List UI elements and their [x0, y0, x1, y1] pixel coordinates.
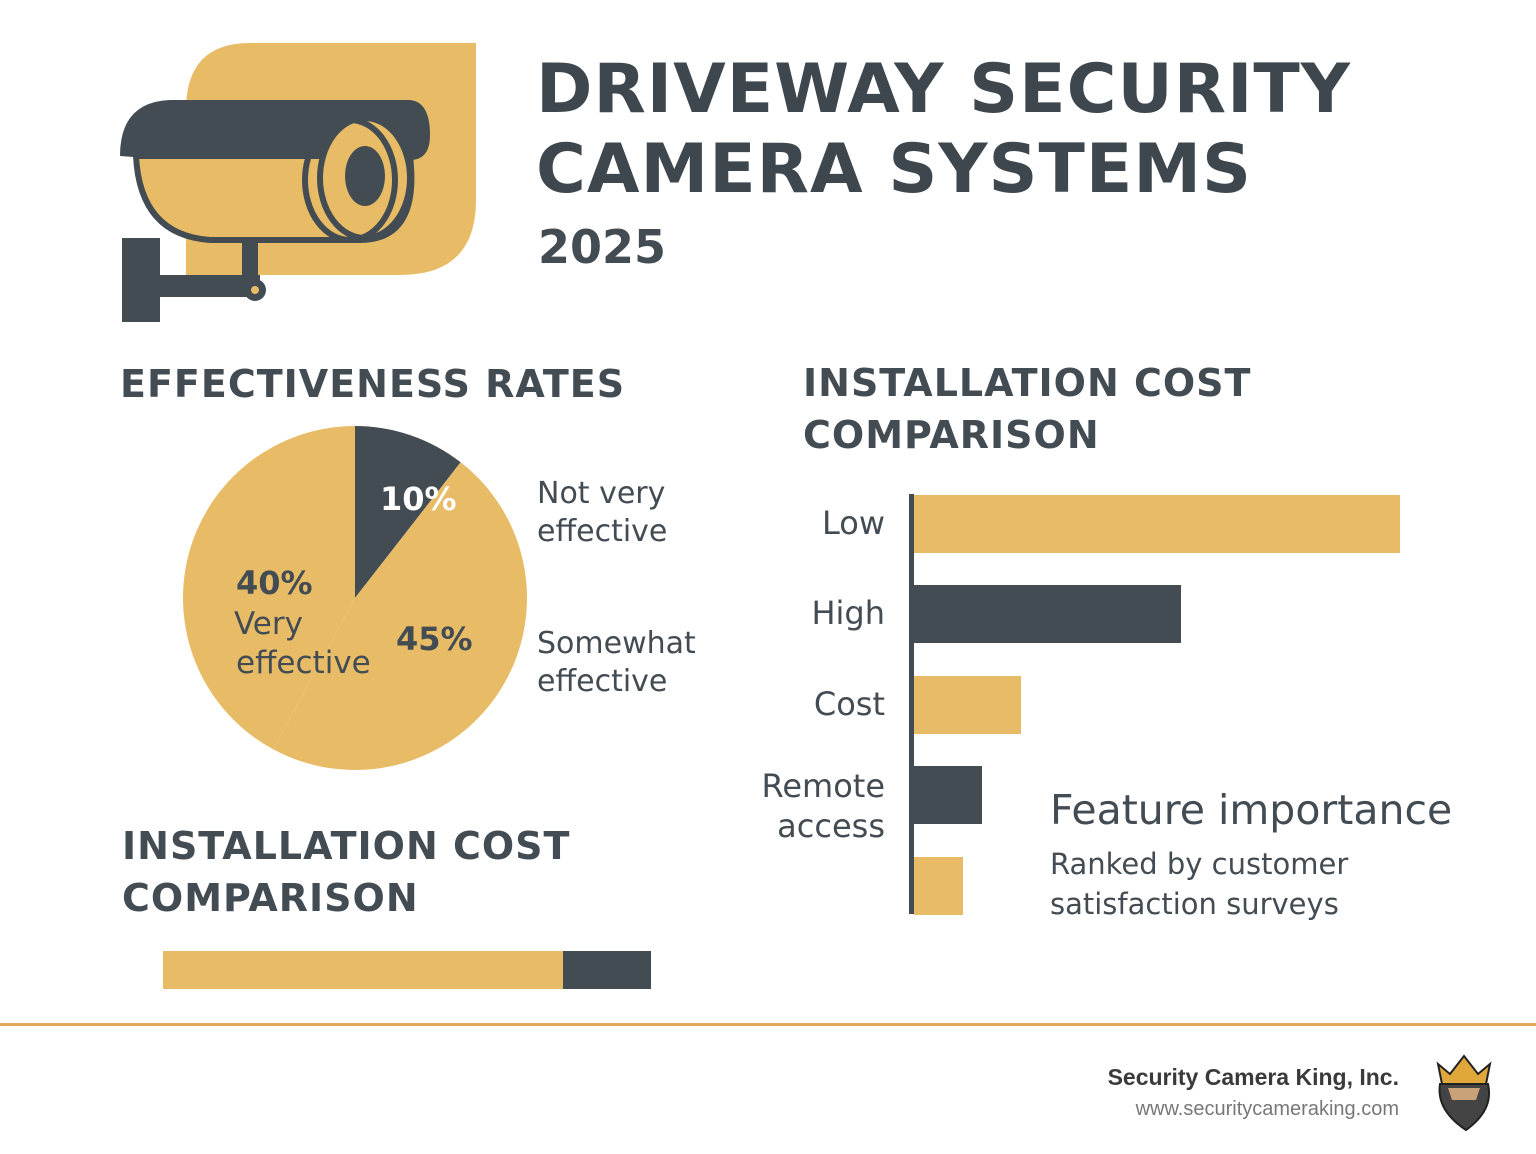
bar-0 [914, 495, 1400, 553]
title-line-2: CAMERA SYSTEMS [536, 130, 1252, 209]
annotation-subtitle-line-1: Ranked by customer [1050, 847, 1349, 881]
pie-label-40: 40% [236, 564, 313, 602]
company-url[interactable]: www.securitycameraking.com [1135, 1098, 1399, 1120]
stacked-bar [163, 951, 651, 989]
page-title: DRIVEWAY SECURITY CAMERA SYSTEMS [536, 50, 1351, 210]
pie-title: EFFECTIVENESS RATES [120, 362, 626, 406]
bar-label-2: Cost [813, 685, 885, 723]
year: 2025 [538, 220, 667, 274]
title-line-1: DRIVEWAY SECURITY [536, 50, 1352, 129]
bar-3 [914, 766, 983, 824]
pie-slice-1 [273, 462, 527, 770]
bar-label-1: High [811, 594, 885, 632]
bar-label-0: Low [821, 504, 885, 542]
pie-chart [183, 426, 527, 770]
company-name: Security Camera King, Inc. [1107, 1064, 1399, 1090]
security-camera-icon [120, 43, 476, 322]
annotation-subtitle-line-2: satisfaction surveys [1050, 887, 1339, 921]
stacked-segment-1 [563, 951, 651, 989]
bar-4 [914, 857, 963, 915]
bar-axis [909, 494, 914, 914]
footer-divider [0, 1023, 1536, 1026]
bar-1 [914, 585, 1182, 643]
pie-label-45: 45% [396, 620, 473, 658]
pie-label-very: Very [234, 606, 303, 642]
pie-label-effective: effective [236, 645, 371, 681]
pie-legend-not-very: Not very effective [537, 476, 668, 549]
bar-label-3: Remote access [761, 767, 885, 845]
pie-slice-2 [183, 426, 355, 750]
stacked-segment-0 [163, 951, 564, 989]
bar-2 [914, 676, 1021, 734]
pie-slice-0 [355, 426, 461, 598]
pie-legend-somewhat: Somewhat effective [537, 626, 696, 699]
stacked-bar-title: INSTALLATION COST COMPARISON [122, 824, 571, 920]
annotation-subtitle: Ranked by customer satisfaction surveys [1050, 844, 1348, 924]
pie-label-10: 10% [380, 480, 457, 518]
bar-chart-title: INSTALLATION COST COMPARISON [803, 361, 1252, 457]
annotation-title: Feature importance [1050, 786, 1453, 834]
king-logo-icon [1436, 1054, 1492, 1132]
